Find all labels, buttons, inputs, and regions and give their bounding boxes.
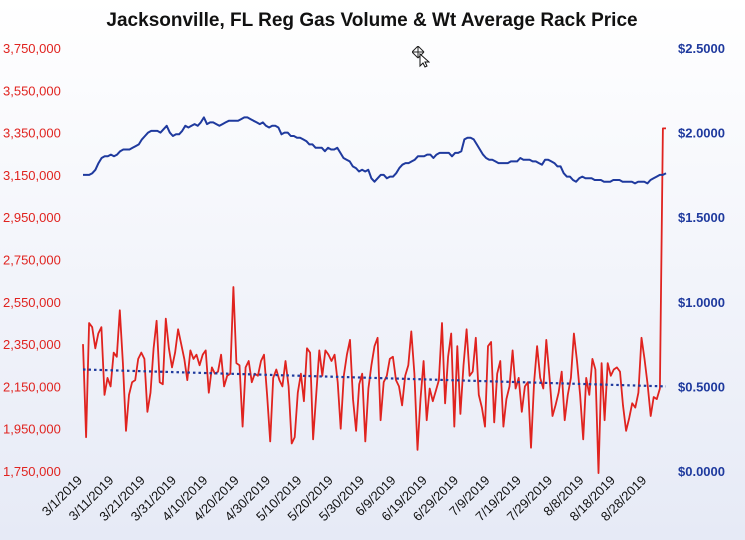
right-axis-tick-label: $2.5000 — [678, 41, 725, 56]
right-axis-tick-label: $1.5000 — [678, 210, 725, 225]
left-axis-tick-label: 2,750,000 — [3, 253, 61, 268]
right-axis-tick-label: $0.0000 — [678, 464, 725, 479]
left-axis-tick-label: 1,750,000 — [3, 464, 61, 479]
series-layer — [82, 116, 667, 475]
right-axis-ticks: $0.0000 $0.5000 $1.0000 $1.5000 $2.0000 $2.50… — [678, 41, 725, 479]
move-cursor-icon — [412, 46, 430, 68]
left-axis-tick-label: 3,550,000 — [3, 83, 61, 98]
chart-title: Jacksonville, FL Reg Gas Volume & Wt Ave… — [106, 10, 637, 31]
right-axis-tick-label: $1.0000 — [678, 295, 725, 310]
volume-series-line — [82, 127, 666, 475]
left-axis-tick-label: 3,750,000 — [3, 41, 61, 56]
right-axis-tick-label: $2.0000 — [678, 126, 725, 141]
left-axis-tick-label: 2,150,000 — [3, 379, 61, 394]
left-axis-tick-label: 1,950,000 — [3, 422, 61, 437]
left-axis-tick-label: 3,150,000 — [3, 168, 61, 183]
volume-trend-line — [82, 368, 667, 388]
right-axis-tick-label: $0.5000 — [678, 379, 725, 394]
left-axis-ticks: 1,750,000 1,950,000 2,150,000 2,350,000 2,55… — [3, 41, 61, 479]
left-axis-tick-label: 2,550,000 — [3, 295, 61, 310]
left-axis-tick-label: 2,950,000 — [3, 210, 61, 225]
x-axis-ticks: 3/1/20193/11/20193/21/20193/31/20194/10/… — [39, 473, 650, 525]
price-series-line — [83, 116, 667, 185]
left-axis-tick-label: 3,350,000 — [3, 126, 61, 141]
left-axis-tick-label: 2,350,000 — [3, 337, 61, 352]
